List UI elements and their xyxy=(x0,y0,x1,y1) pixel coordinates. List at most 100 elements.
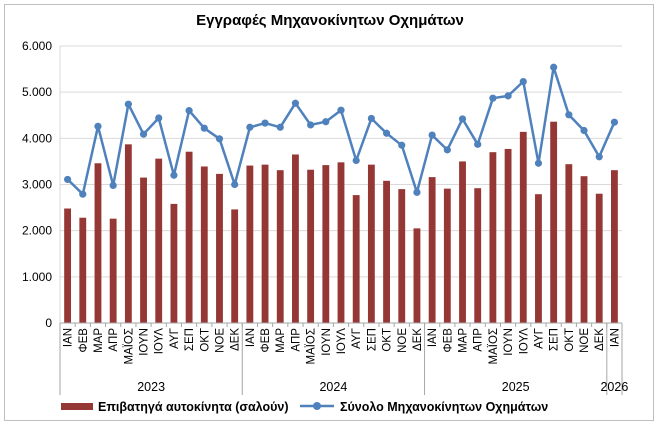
x-tick-label: ΝΟΕ xyxy=(579,328,591,353)
bar xyxy=(292,154,299,323)
x-tick-label: ΑΠΡ xyxy=(473,328,485,352)
x-tick-label: ΜΑΡ xyxy=(458,328,470,353)
line-point xyxy=(170,171,178,179)
line-point xyxy=(550,63,558,71)
x-tick-label: ΑΥΓ xyxy=(351,327,363,348)
bar xyxy=(185,151,193,323)
line-point xyxy=(474,140,482,148)
bar xyxy=(489,152,497,323)
x-tick-label: ΑΥΓ xyxy=(533,327,545,348)
line-point xyxy=(109,181,117,190)
bar xyxy=(216,173,223,323)
bar xyxy=(398,189,406,323)
line-point xyxy=(489,94,497,102)
bar xyxy=(610,170,618,323)
x-tick-label: ΔΕΚ xyxy=(230,328,242,351)
bar xyxy=(109,218,117,323)
bar xyxy=(307,169,315,323)
x-tick-label: ΣΕΠ xyxy=(549,328,561,351)
bar xyxy=(428,177,436,323)
bar xyxy=(459,161,466,323)
x-tick-label: ΜΑΪΟΣ xyxy=(123,328,135,365)
line-point xyxy=(428,131,436,139)
bar xyxy=(64,208,72,323)
line-point xyxy=(215,135,224,143)
year-label: 2023 xyxy=(137,380,165,394)
line-point xyxy=(94,122,102,130)
x-tick-label: ΑΠΡ xyxy=(108,328,120,352)
bar xyxy=(595,193,603,323)
line-point xyxy=(246,123,254,131)
bar xyxy=(261,164,269,323)
bar xyxy=(367,164,375,323)
bar-series xyxy=(64,121,618,323)
x-tick-label: ΟΚΤ xyxy=(382,328,394,352)
x-tick-label: ΦΕΒ xyxy=(442,328,454,353)
bar xyxy=(550,121,558,323)
bar xyxy=(474,188,482,323)
bar xyxy=(140,177,147,323)
line-point xyxy=(580,126,588,135)
x-tick-label: ΙΟΥΝ xyxy=(139,328,151,356)
bar xyxy=(155,158,163,323)
y-tick-label: 2.000 xyxy=(22,224,52,238)
line-point xyxy=(307,121,315,129)
line-point xyxy=(565,111,573,119)
x-tick-label: ΙΟΥΛ xyxy=(518,328,530,355)
line-point xyxy=(276,123,284,131)
x-tick-label: ΙΟΥΝ xyxy=(321,328,333,356)
x-tick-label: ΣΕΠ xyxy=(366,328,378,351)
line-series xyxy=(63,63,619,198)
line-point xyxy=(79,190,87,198)
x-tick-label: ΙΟΥΛ xyxy=(154,328,166,355)
bar xyxy=(337,162,345,323)
y-axis: 0 1.000 2.000 3.000 4.000 5.000 6.000 xyxy=(22,39,52,330)
line-point xyxy=(398,141,406,149)
x-tick-label: ΙΑΝ xyxy=(63,328,75,347)
y-tick-label: 1.000 xyxy=(22,270,52,284)
y-tick-label: 0 xyxy=(45,316,52,330)
legend-label-line: Σύνολο Μηχανοκίνητων Οχημάτων xyxy=(340,400,548,414)
x-tick-label: ΜΑΪΟΣ xyxy=(306,328,318,365)
x-tick-label: ΔΕΚ xyxy=(594,328,606,351)
line-point xyxy=(413,188,421,196)
x-tick-label: ΙΟΥΛ xyxy=(336,328,348,355)
bar xyxy=(443,188,451,323)
x-tick-label: ΦΕΒ xyxy=(260,328,272,353)
line-point xyxy=(610,118,619,126)
x-tick-label: ΙΑΝ xyxy=(609,328,621,347)
line-point xyxy=(63,175,72,184)
x-tick-label: ΙΑΝ xyxy=(427,328,439,347)
x-tick-label: ΙΟΥΝ xyxy=(503,328,515,356)
line-point xyxy=(443,146,451,154)
line-point xyxy=(534,159,543,167)
line-point xyxy=(595,153,603,161)
bar xyxy=(580,176,588,323)
chart-title: Εγγραφές Μηχανοκίνητων Οχημάτων xyxy=(196,12,464,29)
y-tick-label: 4.000 xyxy=(22,131,52,145)
x-tick-label: ΝΟΕ xyxy=(214,328,226,353)
line-point xyxy=(458,115,467,123)
line-point xyxy=(352,156,360,165)
bar xyxy=(246,165,254,323)
line-point xyxy=(291,99,300,107)
line-point xyxy=(337,106,345,114)
bar xyxy=(383,180,390,323)
x-tick-label: ΔΕΚ xyxy=(412,328,424,351)
line-point xyxy=(231,180,239,189)
x-tick-label: ΝΟΕ xyxy=(397,328,409,353)
bar xyxy=(519,131,527,323)
bar xyxy=(413,228,421,323)
legend-label-bars: Επιβατηγά αυτοκίνητα (σαλούν) xyxy=(98,400,289,414)
legend-swatch-bars xyxy=(61,403,93,410)
y-tick-label: 5.000 xyxy=(22,85,52,99)
line-point xyxy=(200,124,208,132)
x-tick-label: ΜΑΡ xyxy=(93,328,105,353)
x-tick-label: ΜΑΪΟΣ xyxy=(488,328,500,365)
x-tick-label: ΑΥΓ xyxy=(169,327,181,348)
x-tick-label: ΣΕΠ xyxy=(184,328,196,351)
y-tick-label: 6.000 xyxy=(22,39,52,53)
x-tick-label: ΟΚΤ xyxy=(199,328,211,352)
year-label: 2025 xyxy=(502,380,530,394)
